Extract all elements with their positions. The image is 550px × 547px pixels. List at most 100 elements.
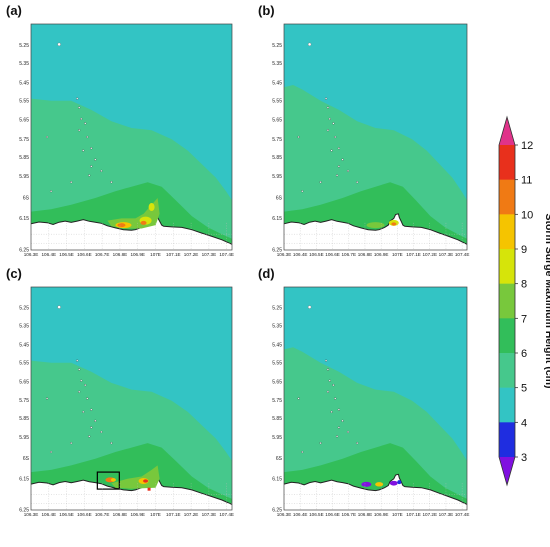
- latitude-tick-label: 5.75: [272, 137, 282, 143]
- latitude-tick-label: 5.95: [19, 435, 29, 441]
- island: [86, 397, 89, 400]
- island: [78, 129, 81, 132]
- island: [337, 408, 340, 411]
- island: [337, 147, 340, 150]
- colorbar-segment: [499, 353, 515, 388]
- latitude-tick-label: 5.35: [19, 324, 29, 330]
- island: [337, 426, 340, 429]
- latitude-tick-label: 6.25: [19, 248, 29, 254]
- longitude-tick-label: 106.4E: [42, 252, 57, 257]
- latitude-tick-label: 5.25: [272, 43, 282, 49]
- colorbar-top-extension: [499, 117, 515, 145]
- colorbar-tick-label: 9: [521, 244, 527, 256]
- island: [50, 450, 53, 454]
- island: [80, 379, 83, 382]
- island: [328, 379, 331, 382]
- colorbar-segment: [499, 422, 515, 458]
- longitude-tick-label: 106.3E: [277, 252, 292, 257]
- latitude-tick-label: 5.55: [19, 98, 29, 104]
- island: [88, 435, 91, 438]
- longitude-tick-label: 107.2E: [184, 512, 199, 517]
- panel-border: [30, 286, 233, 511]
- map-panel-b: 5.25 5.35 5.45 5.55 5.65 5.75 5.85 5.95 6S 6.15 6.…: [272, 23, 470, 257]
- island: [336, 174, 339, 177]
- longitude-tick-label: 106.8E: [358, 252, 373, 257]
- coastline: [283, 473, 468, 505]
- longitude-tick-label: 106.4E: [293, 512, 308, 517]
- longitude-tick-label: 106.5E: [59, 252, 74, 257]
- colorbar-tick-label: 4: [521, 417, 527, 429]
- latitude-tick-label: 5.25: [272, 306, 282, 312]
- colorbar-tick-label: 11: [521, 175, 532, 187]
- island: [341, 419, 344, 422]
- longitude-tick-label: 107.1E: [166, 252, 181, 257]
- latitude-tick-label: 5.55: [19, 360, 29, 366]
- longitude-tick-label: 106.3E: [277, 512, 292, 517]
- latitude-tick-label: 5.25: [19, 306, 29, 312]
- island: [356, 442, 359, 445]
- surge-zone-10cm: [110, 478, 116, 482]
- colorbar-segment: [499, 283, 515, 319]
- longitude-tick-label: 107E: [392, 252, 403, 257]
- colorbar-bottom-extension: [499, 457, 515, 485]
- latitude-tick-label: 5.85: [19, 155, 29, 161]
- island: [88, 174, 91, 177]
- island: [46, 397, 49, 400]
- coastline: [30, 213, 233, 245]
- island: [84, 122, 87, 125]
- land-mass: [284, 213, 467, 250]
- latitude-tick-label: 6S: [23, 456, 30, 462]
- longitude-tick-label: 107E: [392, 512, 403, 517]
- longitude-tick-label: 107.2E: [184, 252, 199, 257]
- map-panel-a: 5.25 5.35 5.45 5.55 5.65 5.75 5.85 5.95 6S 6.15 6.…: [19, 23, 234, 257]
- island: [330, 410, 333, 413]
- island: [346, 430, 350, 434]
- island: [86, 135, 89, 139]
- island: [326, 390, 329, 393]
- colorbar-title: Storm Surge Maximum Height (cm): [543, 213, 550, 388]
- longitude-tick-label: 106.8E: [358, 512, 373, 517]
- longitude-tick-label: 107.3E: [202, 512, 217, 517]
- latitude-tick-label: 5.35: [272, 324, 282, 330]
- colorbar-segment: [499, 214, 515, 250]
- colorbar-segment: [499, 387, 515, 423]
- island: [319, 181, 322, 184]
- colorbar-tick-label: 5: [521, 383, 527, 395]
- island: [70, 181, 73, 184]
- island: [57, 42, 61, 46]
- island: [325, 359, 328, 362]
- island: [332, 384, 335, 387]
- latitude-tick-label: 6.15: [19, 216, 29, 222]
- island: [319, 442, 322, 445]
- island: [100, 430, 103, 434]
- surge-zone-11cm: [140, 220, 147, 225]
- latitude-tick-label: 6.25: [272, 508, 282, 514]
- colorbar-segment: [499, 318, 515, 354]
- latitude-tick-label: 5.45: [19, 342, 29, 348]
- longitude-tick-label: 106.8E: [113, 252, 128, 257]
- colorbar-segment: [499, 179, 515, 215]
- surge-zone-12cm: [147, 487, 151, 491]
- longitude-tick-label: 106.9E: [374, 512, 389, 517]
- island: [80, 117, 83, 120]
- longitude-tick-label: 106.7E: [341, 252, 356, 257]
- island: [57, 305, 61, 309]
- longitude-tick-label: 107.4E: [219, 252, 234, 257]
- longitude-tick-label: 107.1E: [406, 512, 421, 517]
- island: [100, 169, 103, 172]
- longitude-tick-label: 107.4E: [455, 252, 470, 257]
- longitude-tick-label: 106.6E: [325, 512, 340, 517]
- map-panel-d: 5.25 5.35 5.45 5.55 5.65 5.75 5.85 5.95 6S 6.15 6.…: [272, 286, 469, 517]
- map-panels: 5.25 5.35 5.45 5.55 5.65 5.75 5.85 5.95 6S 6.15 6.…: [19, 23, 470, 517]
- surge-zone-11cm: [391, 222, 397, 226]
- latitude-tick-label: 6.15: [272, 476, 282, 482]
- land-mass: [31, 474, 232, 510]
- colorbar-tick-label: 10: [521, 209, 533, 221]
- island: [90, 165, 93, 168]
- surge-zone-8cm: [111, 465, 160, 489]
- island: [110, 442, 113, 445]
- latitude-tick-label: 6.15: [272, 216, 282, 222]
- latitude-tick-label: 5.65: [19, 379, 29, 385]
- longitude-tick-label: 107E: [150, 252, 161, 257]
- latitude-tick-label: 5.65: [272, 118, 282, 124]
